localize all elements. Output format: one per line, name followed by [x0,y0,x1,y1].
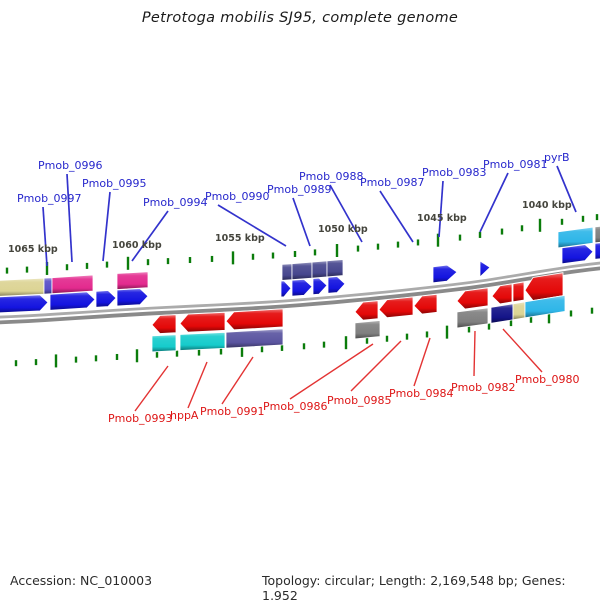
kbp-label-1055: 1055 kbp [215,233,265,244]
gene-label-Pmob_0995: Pmob_0995 [82,177,147,190]
gene-label-Pmob_0986: Pmob_0986 [263,400,328,413]
gene-above_outer-8 [557,226,594,249]
gene-above_inner-17 [327,276,346,294]
label-leader-line [217,204,287,247]
gene-below_outer-37 [490,303,514,324]
gene-below_inner-27 [413,293,438,315]
gene-above_inner-18 [432,264,458,284]
gene-above_inner-15 [291,278,313,297]
gene-above_outer-6 [311,260,328,279]
label-leader-line [438,180,444,238]
gene-above_outer-3 [116,271,149,290]
label-leader-line [66,173,73,263]
gene-label-Pmob_0994: Pmob_0994 [143,196,208,209]
label-leader-line [292,197,311,247]
gene-above_outer-7 [326,259,344,278]
gene-label-Pmob_0988: Pmob_0988 [299,170,364,183]
gene-label-Pmob_0983: Pmob_0983 [422,166,487,179]
gene-below_outer-39 [524,294,566,319]
kbp-label-1040: 1040 kbp [522,200,572,211]
gene-below_inner-29 [491,283,513,305]
kbp-label-1065: 1065 kbp [8,244,58,255]
gene-above_inner-20 [561,244,594,265]
label-leader-line [131,210,169,262]
label-leader-line [413,337,431,387]
gene-above_inner-16 [312,277,328,296]
kbp-label-1060: 1060 kbp [112,240,162,251]
gene-label-Pmob_0980: Pmob_0980 [515,373,580,386]
gene-below_inner-24 [225,308,284,331]
gene-label-Pmob_0984: Pmob_0984 [389,387,454,400]
gene-above_inner-19 [479,260,491,278]
gene-label-Pmob_0982: Pmob_0982 [451,381,516,394]
gene-below_inner-28 [456,287,489,310]
label-leader-line [473,330,476,377]
gene-above_outer-9 [594,225,600,244]
gene-label-Pmob_0987: Pmob_0987 [360,176,425,189]
gene-above_inner-21 [594,242,600,260]
gene-above_outer-5 [291,261,313,281]
label-leader-line [134,365,169,412]
gene-label-Pmob_0985: Pmob_0985 [327,394,392,407]
label-leader-line [42,206,48,267]
status-bar: Accession: NC_010003 Topology: circular;… [0,571,600,600]
label-leader-line [329,184,363,243]
label-leader-line [289,343,374,400]
gene-above_outer-2 [51,274,94,295]
gene-below_inner-25 [354,300,379,321]
gene-below_inner-23 [179,311,226,333]
gene-label-Pmob_0991: Pmob_0991 [200,405,265,418]
gene-below_inner-31 [524,272,564,301]
page-title: Petrotoga mobilis SJ95, complete genome [141,10,459,26]
gene-below_inner-30 [512,281,525,303]
gene-above_inner-13 [116,288,149,307]
gene-above_outer-4 [281,263,293,281]
label-leader-line [102,191,111,262]
gene-below_inner-26 [378,296,414,319]
label-leader-line [556,165,577,213]
gene-above_inner-11 [49,291,96,311]
genome-backbone [0,266,600,325]
label-leader-line [479,172,509,233]
gene-below_outer-35 [354,320,381,340]
gene-above_inner-12 [95,290,117,308]
gene-above_inner-14 [280,280,292,298]
gene-label-pyrB: pyrB [544,151,570,164]
label-leader-line [502,328,543,373]
gene-above_outer-0 [0,277,45,297]
topology-label: Topology: circular; Length: 2,169,548 bp… [262,573,566,600]
label-leader-line [350,340,402,392]
kbp-label-1045: 1045 kbp [417,213,467,224]
label-leader-line [187,361,208,409]
gene-below_outer-32 [151,334,177,353]
gene-label-Pmob_0997: Pmob_0997 [17,192,82,205]
gene-below_inner-22 [151,314,177,334]
gene-below_outer-33 [179,331,226,351]
gene-label-Pmob_0993: Pmob_0993 [108,412,173,425]
gene-label-hppA: hppA [170,409,199,422]
accession-label: Accession: NC_010003 [10,573,153,588]
gene-label-Pmob_0990: Pmob_0990 [205,190,270,203]
label-leader-line [221,356,254,405]
gene-below_outer-36 [456,307,489,329]
kbp-label-1050: 1050 kbp [318,224,368,235]
gene-above_inner-10 [0,294,49,314]
gene-label-Pmob_0989: Pmob_0989 [267,183,332,196]
gene-label-Pmob_0996: Pmob_0996 [38,159,103,172]
genome-backbone [0,261,600,319]
label-leader-line [379,190,414,243]
gene-label-Pmob_0981: Pmob_0981 [483,158,548,171]
gene-below_outer-34 [225,328,284,349]
gene-above_outer-1 [43,277,53,295]
gene-below_outer-38 [512,301,526,321]
